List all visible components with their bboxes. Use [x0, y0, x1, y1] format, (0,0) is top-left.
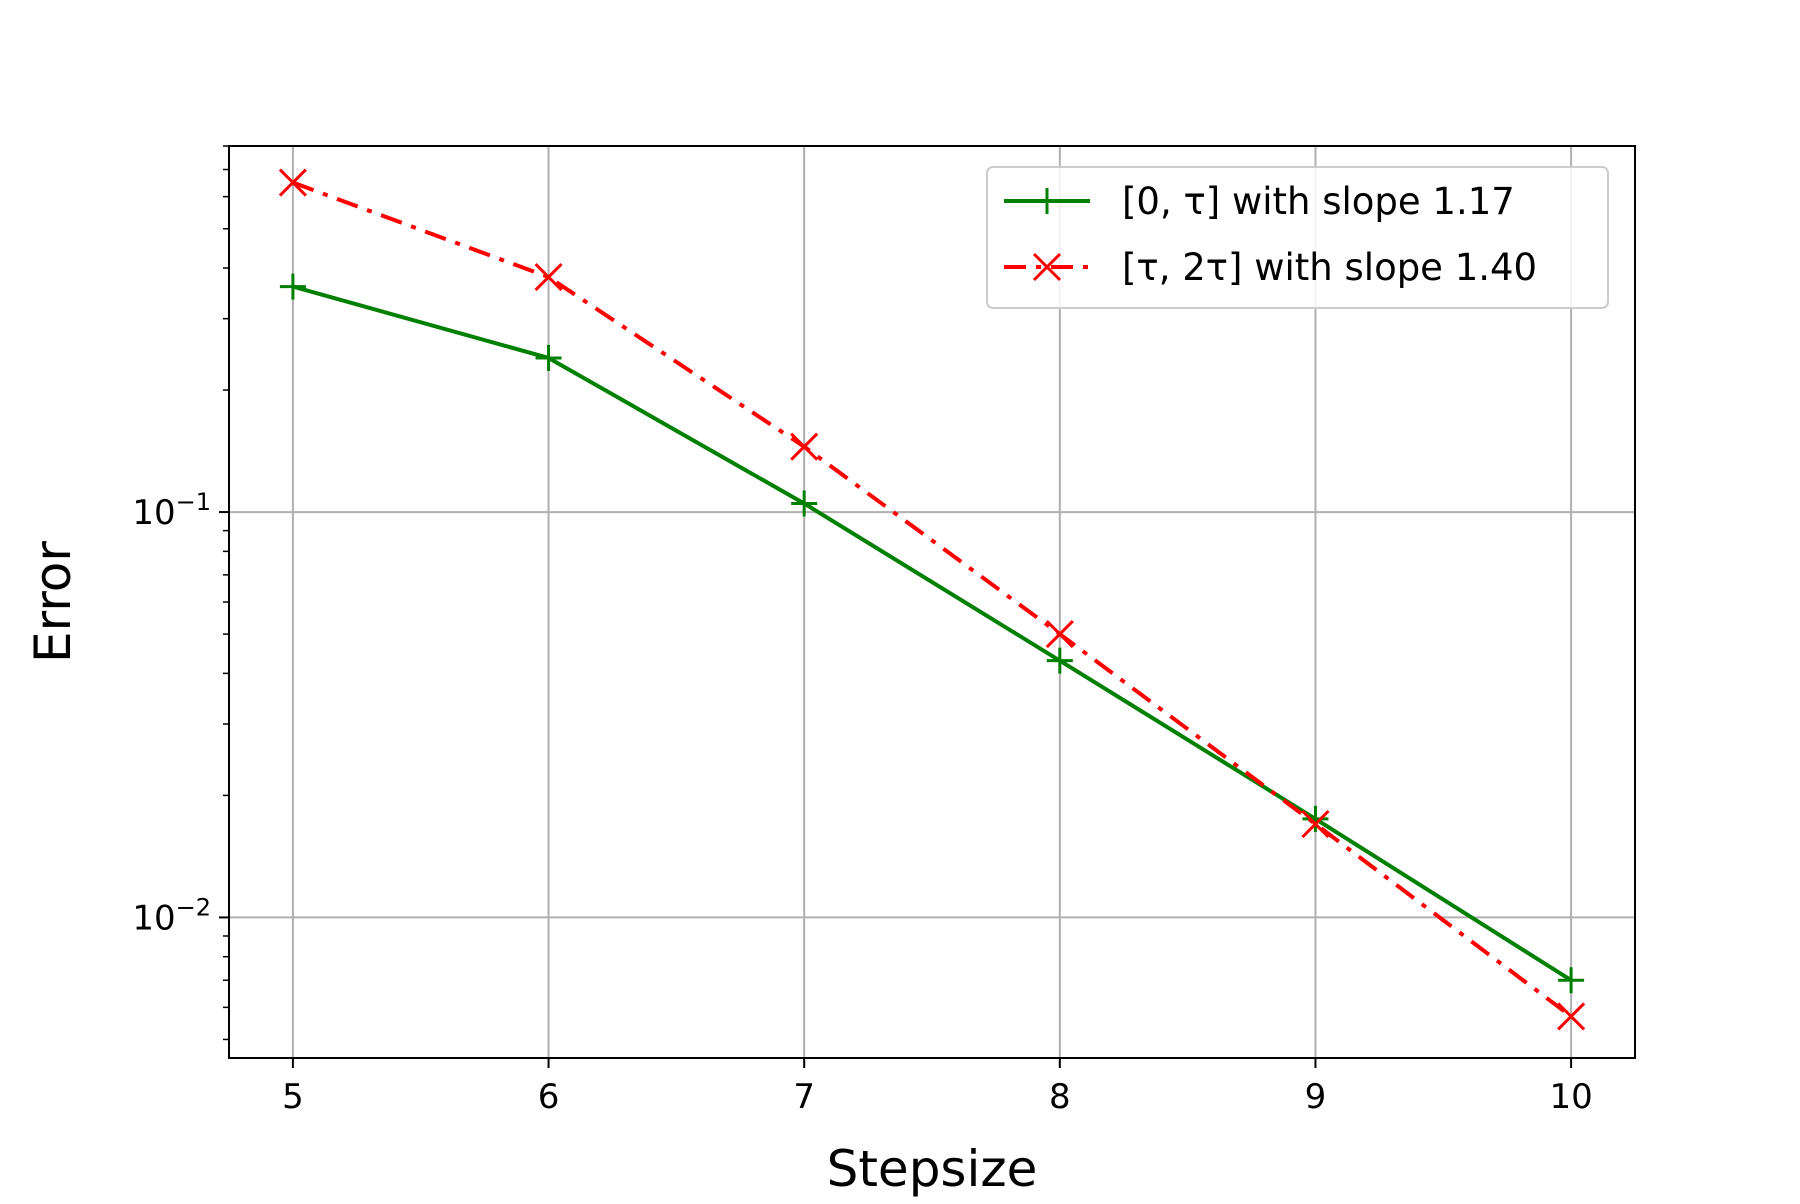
data-point-marker: [790, 432, 819, 461]
data-point-marker: [1557, 1002, 1586, 1031]
data-point-marker: [534, 262, 563, 292]
legend-marker: [1032, 252, 1062, 282]
data-point-marker: [1301, 809, 1330, 839]
data-point-marker: [1045, 620, 1074, 649]
legend-item: [τ, 2τ] with slope 1.40: [1004, 246, 1537, 289]
series-line: [292, 180, 1573, 1018]
x-tick-label: 6: [538, 1077, 560, 1117]
series-0: [279, 273, 1585, 994]
series-1: [278, 168, 1586, 1031]
x-tick-label: 10: [1549, 1077, 1592, 1117]
legend-label: [0, τ] with slope 1.17: [1122, 180, 1515, 223]
y-tick-label: 10−1: [132, 488, 211, 533]
series-group: [278, 168, 1586, 1031]
y-tick-label: 10−2: [132, 893, 211, 938]
series-line: [292, 284, 1573, 982]
x-tick-label: 9: [1305, 1077, 1327, 1117]
x-tick-label: 7: [793, 1077, 815, 1117]
legend-label: [τ, 2τ] with slope 1.40: [1122, 246, 1537, 289]
x-axis-label: Stepsize: [827, 1140, 1038, 1198]
y-axis-label: Error: [24, 541, 82, 663]
data-point-marker: [278, 168, 307, 197]
axis-ticks: 5 6 7 8 9 10 10−1 10−2: [132, 145, 1593, 1117]
legend-box: [986, 166, 1609, 309]
legend-item: [0, τ] with slope 1.17: [1004, 180, 1515, 223]
x-tick-label: 8: [1049, 1077, 1071, 1117]
x-tick-label: 5: [282, 1077, 304, 1117]
legend: [0, τ] with slope 1.17 [τ, 2τ] with slope…: [986, 166, 1609, 309]
